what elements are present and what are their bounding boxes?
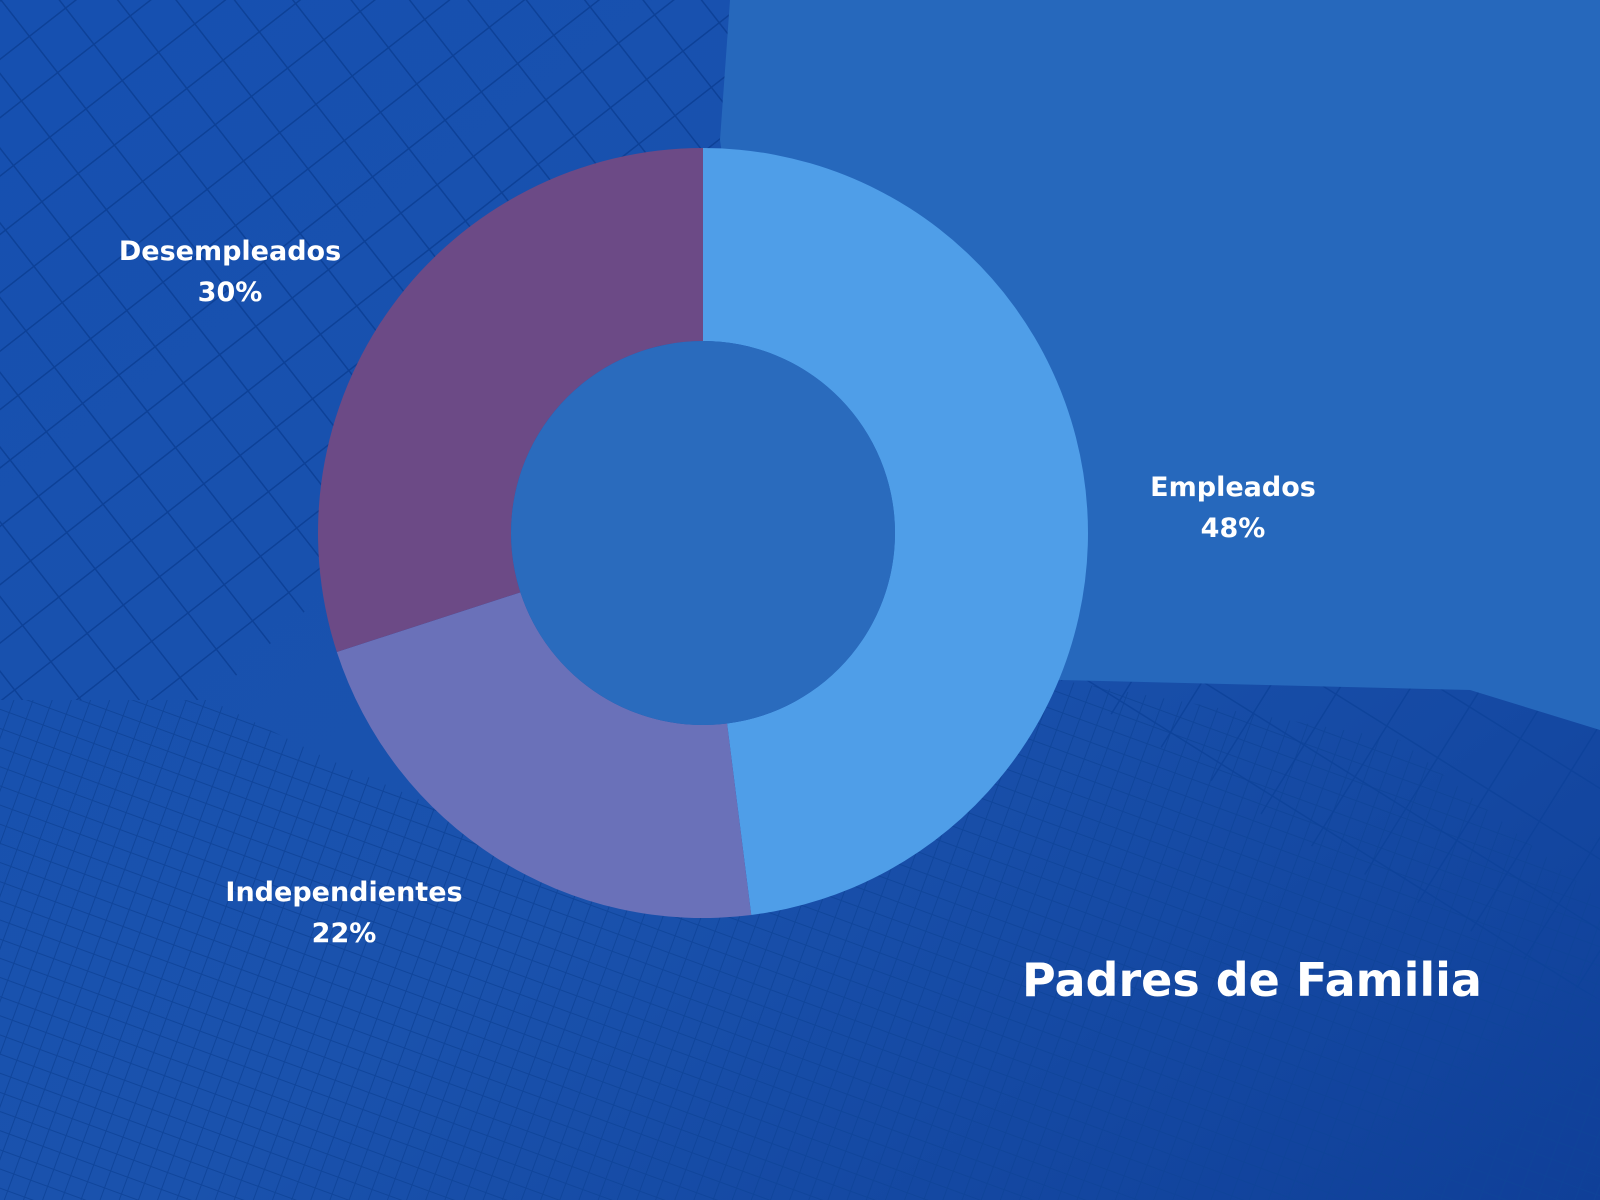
label-desempleados-name: Desempleados	[118, 236, 342, 267]
label-independientes: Independientes 22%	[225, 872, 462, 954]
label-desempleados-value: 30%	[197, 277, 263, 308]
label-empleados-name: Empleados	[1150, 472, 1316, 503]
label-independientes-name: Independientes	[225, 877, 463, 908]
donut-slice-desempleados	[317, 148, 703, 652]
donut-slice-independientes	[336, 592, 752, 919]
label-desempleados: Desempleados 30%	[119, 231, 341, 313]
label-empleados: Empleados 48%	[1150, 467, 1316, 549]
chart-title: Padres de Familia	[1022, 953, 1482, 1007]
label-empleados-value: 48%	[1200, 513, 1266, 544]
donut-slice-empleados	[703, 148, 1088, 915]
label-independientes-value: 22%	[311, 918, 377, 949]
donut-hole	[511, 341, 895, 725]
